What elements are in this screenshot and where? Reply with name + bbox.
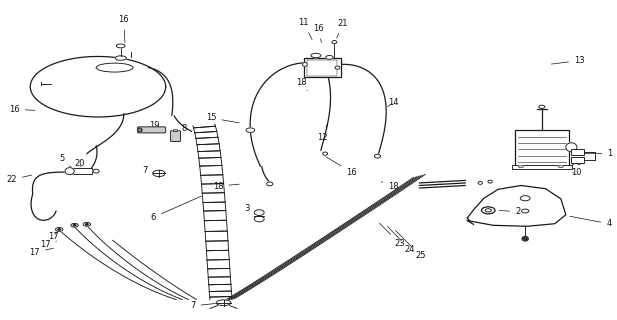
Text: 16: 16 xyxy=(326,157,357,177)
Text: 20: 20 xyxy=(74,159,85,168)
Text: 10: 10 xyxy=(571,168,582,177)
Ellipse shape xyxy=(558,166,563,168)
Text: 18: 18 xyxy=(381,182,399,191)
Ellipse shape xyxy=(332,41,337,44)
Ellipse shape xyxy=(216,300,231,306)
Ellipse shape xyxy=(481,207,495,214)
Bar xyxy=(511,165,572,169)
Text: 3: 3 xyxy=(244,204,257,213)
Bar xyxy=(73,168,92,174)
Ellipse shape xyxy=(83,222,91,226)
Ellipse shape xyxy=(311,53,321,58)
Text: 17: 17 xyxy=(29,248,54,257)
Text: 6: 6 xyxy=(151,196,201,222)
Text: 11: 11 xyxy=(299,19,312,40)
Ellipse shape xyxy=(254,216,264,222)
FancyBboxPatch shape xyxy=(171,131,180,141)
Ellipse shape xyxy=(323,152,328,155)
Text: 18: 18 xyxy=(296,78,307,91)
Ellipse shape xyxy=(96,63,133,72)
Ellipse shape xyxy=(520,196,530,201)
Text: 16: 16 xyxy=(313,24,324,43)
Text: 4: 4 xyxy=(569,216,611,228)
Text: 13: 13 xyxy=(552,56,585,65)
Ellipse shape xyxy=(522,236,528,241)
Text: 24: 24 xyxy=(387,226,415,254)
Text: 2: 2 xyxy=(499,207,520,216)
Ellipse shape xyxy=(254,210,264,215)
Bar xyxy=(571,157,584,163)
Ellipse shape xyxy=(246,128,255,132)
Ellipse shape xyxy=(153,170,165,177)
Ellipse shape xyxy=(117,44,125,48)
Text: 21: 21 xyxy=(337,19,348,38)
Ellipse shape xyxy=(71,223,78,227)
Ellipse shape xyxy=(488,180,492,183)
Ellipse shape xyxy=(375,154,381,158)
Ellipse shape xyxy=(566,143,577,152)
Ellipse shape xyxy=(115,56,126,60)
Text: 17: 17 xyxy=(39,240,57,249)
Text: 19: 19 xyxy=(149,121,160,130)
Ellipse shape xyxy=(335,66,340,69)
Text: 25: 25 xyxy=(395,230,426,260)
Bar xyxy=(307,60,337,76)
Text: 15: 15 xyxy=(206,114,239,123)
Ellipse shape xyxy=(485,209,491,212)
Ellipse shape xyxy=(521,209,529,213)
Ellipse shape xyxy=(138,128,142,132)
Ellipse shape xyxy=(58,229,60,230)
Ellipse shape xyxy=(56,228,63,231)
Bar xyxy=(304,58,341,77)
Bar xyxy=(515,130,569,166)
Ellipse shape xyxy=(73,225,76,226)
Text: 18: 18 xyxy=(213,182,239,191)
Text: 5: 5 xyxy=(60,154,72,168)
Text: 1: 1 xyxy=(574,149,613,158)
Text: 8: 8 xyxy=(175,124,187,134)
Ellipse shape xyxy=(539,105,545,108)
Ellipse shape xyxy=(302,62,307,66)
Ellipse shape xyxy=(65,168,74,175)
Text: 12: 12 xyxy=(317,124,327,141)
Text: 7: 7 xyxy=(143,166,155,175)
Text: 22: 22 xyxy=(7,175,32,184)
Text: 14: 14 xyxy=(387,98,399,107)
Ellipse shape xyxy=(86,224,88,225)
Bar xyxy=(571,149,584,155)
Text: 17: 17 xyxy=(48,232,59,241)
Ellipse shape xyxy=(518,166,523,168)
Ellipse shape xyxy=(267,182,273,186)
Text: 9: 9 xyxy=(573,158,582,167)
Text: 16: 16 xyxy=(9,105,35,114)
Ellipse shape xyxy=(478,181,482,184)
Text: 16: 16 xyxy=(118,15,129,43)
Ellipse shape xyxy=(93,169,99,173)
Text: 23: 23 xyxy=(379,223,405,248)
FancyBboxPatch shape xyxy=(138,127,166,133)
Ellipse shape xyxy=(326,55,333,59)
Ellipse shape xyxy=(173,130,178,132)
Text: 7: 7 xyxy=(190,301,220,310)
